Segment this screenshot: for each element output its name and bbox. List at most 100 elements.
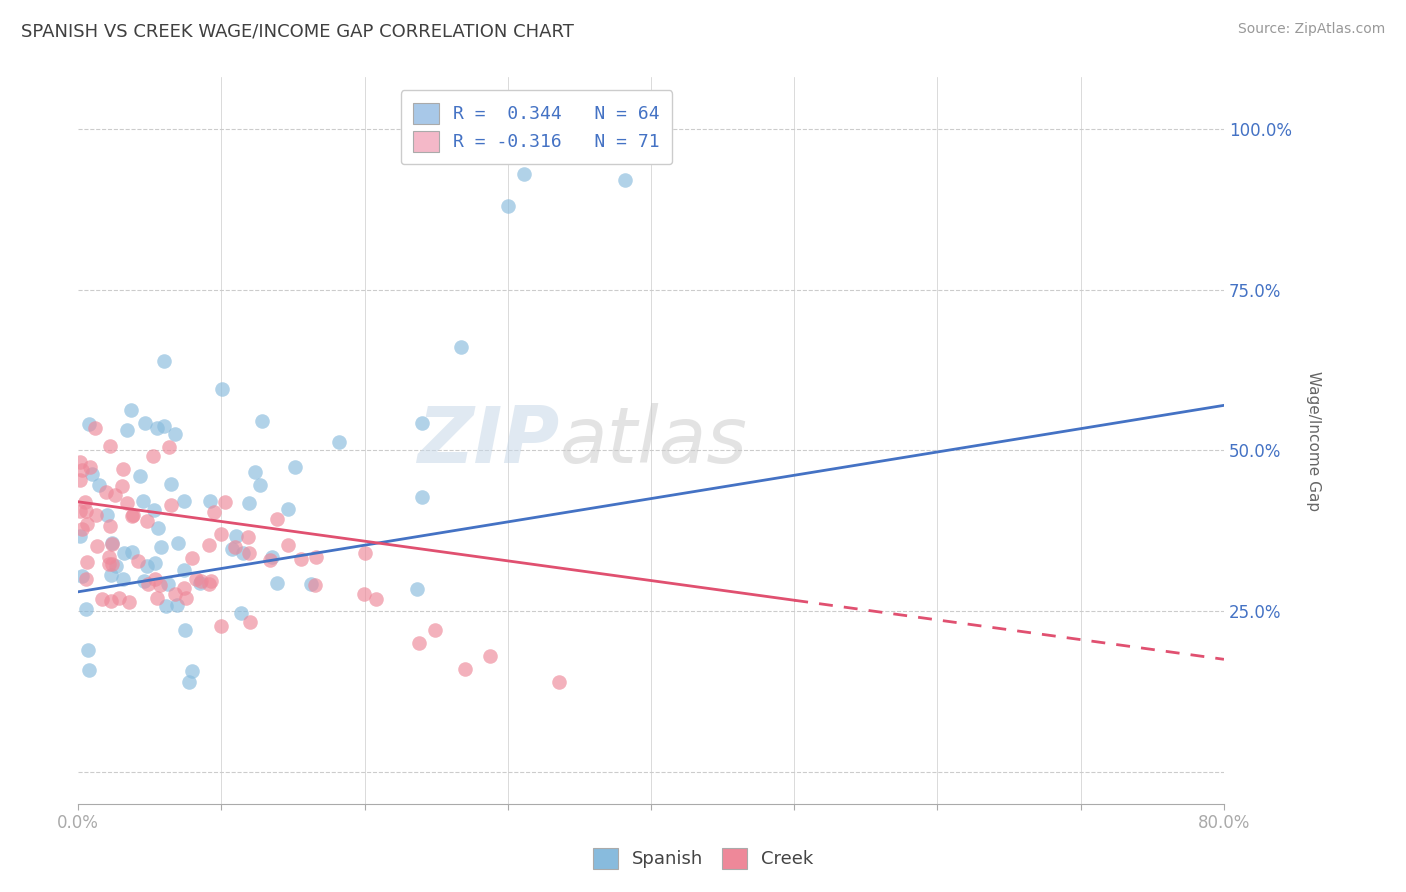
Point — [127, 554, 149, 568]
Point — [238, 496, 260, 510]
Point — [304, 578, 326, 592]
Point — [120, 402, 142, 417]
Point — [121, 508, 143, 523]
Point — [70, 463, 93, 477]
Point — [454, 662, 477, 676]
Point — [160, 477, 183, 491]
Point — [136, 515, 159, 529]
Point — [132, 493, 155, 508]
Point — [135, 559, 157, 574]
Point — [243, 465, 266, 479]
Text: ZIP: ZIP — [418, 402, 560, 479]
Point — [91, 592, 114, 607]
Point — [181, 551, 204, 566]
Point — [232, 546, 254, 560]
Text: atlas: atlas — [560, 402, 747, 479]
Point — [76, 516, 98, 531]
Point — [173, 581, 195, 595]
Point — [96, 508, 118, 522]
Point — [100, 537, 122, 551]
Point — [266, 511, 288, 525]
Point — [252, 414, 274, 428]
Point — [214, 495, 236, 509]
Point — [160, 499, 183, 513]
Point — [143, 503, 166, 517]
Point — [411, 417, 433, 431]
Point — [112, 462, 135, 476]
Point — [224, 540, 246, 554]
Point — [75, 602, 97, 616]
Point — [202, 505, 225, 519]
Point — [259, 552, 281, 566]
Point — [100, 568, 122, 582]
Point — [299, 577, 322, 591]
Point — [69, 473, 91, 487]
Point — [75, 504, 97, 518]
Point — [146, 521, 169, 535]
Point — [173, 624, 195, 638]
Point — [513, 167, 536, 181]
Point — [69, 504, 91, 518]
Point — [104, 488, 127, 502]
Point — [166, 536, 188, 550]
Point — [238, 546, 260, 560]
Point — [209, 619, 232, 633]
Point — [496, 199, 519, 213]
Point — [70, 522, 93, 536]
Point — [111, 479, 134, 493]
Point — [173, 563, 195, 577]
Point — [406, 582, 429, 596]
Point — [236, 530, 259, 544]
Point — [98, 549, 121, 564]
Point — [86, 539, 108, 553]
Point — [111, 572, 134, 586]
Point — [75, 572, 97, 586]
Point — [69, 455, 91, 469]
Point — [100, 519, 122, 533]
Point — [613, 173, 636, 187]
Point — [239, 615, 262, 629]
Point — [136, 576, 159, 591]
Point — [104, 558, 127, 573]
Point — [79, 459, 101, 474]
Point — [354, 546, 377, 560]
Point — [157, 577, 180, 591]
Point — [101, 536, 124, 550]
Point — [209, 527, 232, 541]
Point — [79, 663, 101, 677]
Point — [101, 558, 124, 572]
Point — [177, 675, 200, 690]
Point — [225, 529, 247, 543]
Point — [112, 546, 135, 560]
Point — [70, 568, 93, 582]
Point — [153, 354, 176, 368]
Point — [284, 459, 307, 474]
Point — [69, 529, 91, 543]
Point — [157, 440, 180, 454]
Point — [174, 591, 197, 606]
Point — [107, 591, 129, 605]
Legend: Spanish, Creek: Spanish, Creek — [585, 840, 821, 876]
Point — [328, 435, 350, 450]
Point — [149, 540, 172, 554]
Point — [146, 591, 169, 605]
Point — [190, 574, 212, 588]
Point — [277, 538, 299, 552]
Point — [290, 552, 312, 566]
Point — [260, 549, 283, 564]
Point — [145, 421, 167, 435]
Point — [200, 574, 222, 588]
Point — [121, 508, 143, 523]
Legend: R =  0.344   N = 64, R = -0.316   N = 71: R = 0.344 N = 64, R = -0.316 N = 71 — [401, 90, 672, 164]
Point — [249, 478, 271, 492]
Point — [188, 575, 211, 590]
Point — [73, 494, 96, 508]
Point — [118, 595, 141, 609]
Point — [163, 427, 186, 442]
Point — [115, 496, 138, 510]
Point — [155, 599, 177, 613]
Y-axis label: Wage/Income Gap: Wage/Income Gap — [1306, 371, 1320, 511]
Point — [166, 598, 188, 612]
Point — [77, 643, 100, 657]
Point — [84, 508, 107, 522]
